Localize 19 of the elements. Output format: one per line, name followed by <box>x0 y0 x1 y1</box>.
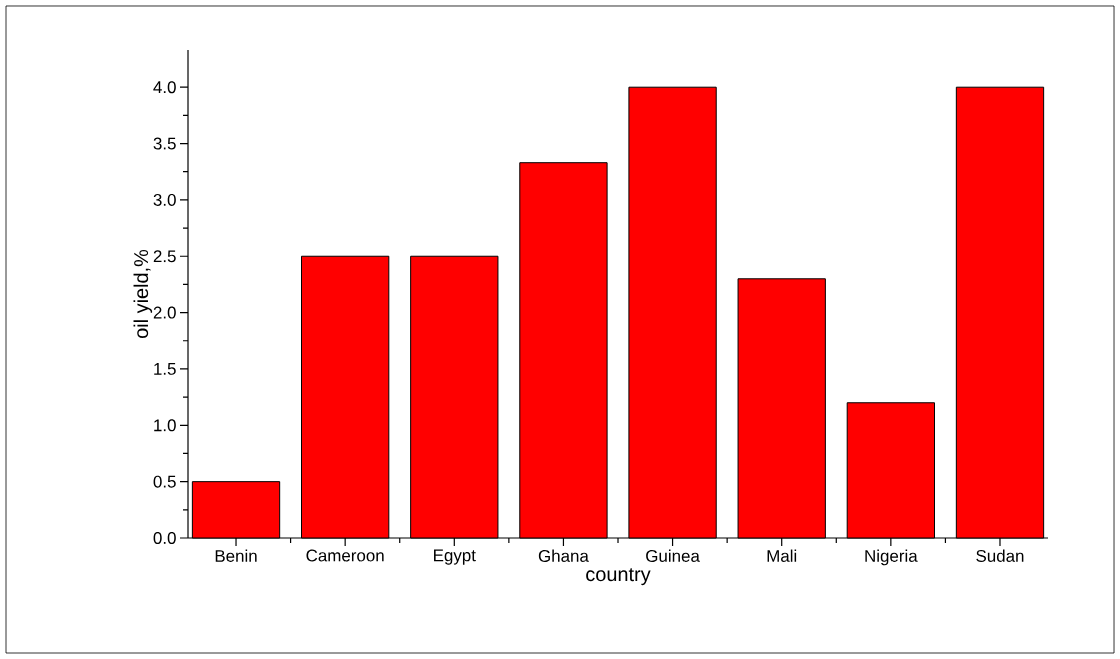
y-tick-label: 2.5 <box>153 250 176 263</box>
y-axis-title: oil yield,% <box>133 249 153 339</box>
y-tick-label: 0.0 <box>153 532 176 544</box>
y-tick-label: 3.5 <box>153 137 176 150</box>
x-tick-label: Sudan <box>976 549 1024 562</box>
x-tick-label: Benin <box>215 549 257 562</box>
y-tick-label: 1.0 <box>154 419 176 432</box>
y-tick-label: 3.0 <box>153 193 176 206</box>
x-tick-label: Egypt <box>434 549 476 565</box>
x-tick-label: Mali <box>767 549 797 562</box>
y-tick-label: 4.0 <box>153 81 176 94</box>
x-tick-label: Cameroon <box>306 549 384 562</box>
y-tick-label: 2.0 <box>153 306 176 319</box>
y-tick-label: 1.5 <box>154 363 176 375</box>
x-tick-label: Ghana <box>538 549 589 562</box>
y-tick-label: 0.5 <box>153 475 176 488</box>
x-tick-label: Guinea <box>646 549 700 562</box>
x-axis-title: country <box>586 568 651 586</box>
x-tick-label: Nigeria <box>865 549 918 566</box>
